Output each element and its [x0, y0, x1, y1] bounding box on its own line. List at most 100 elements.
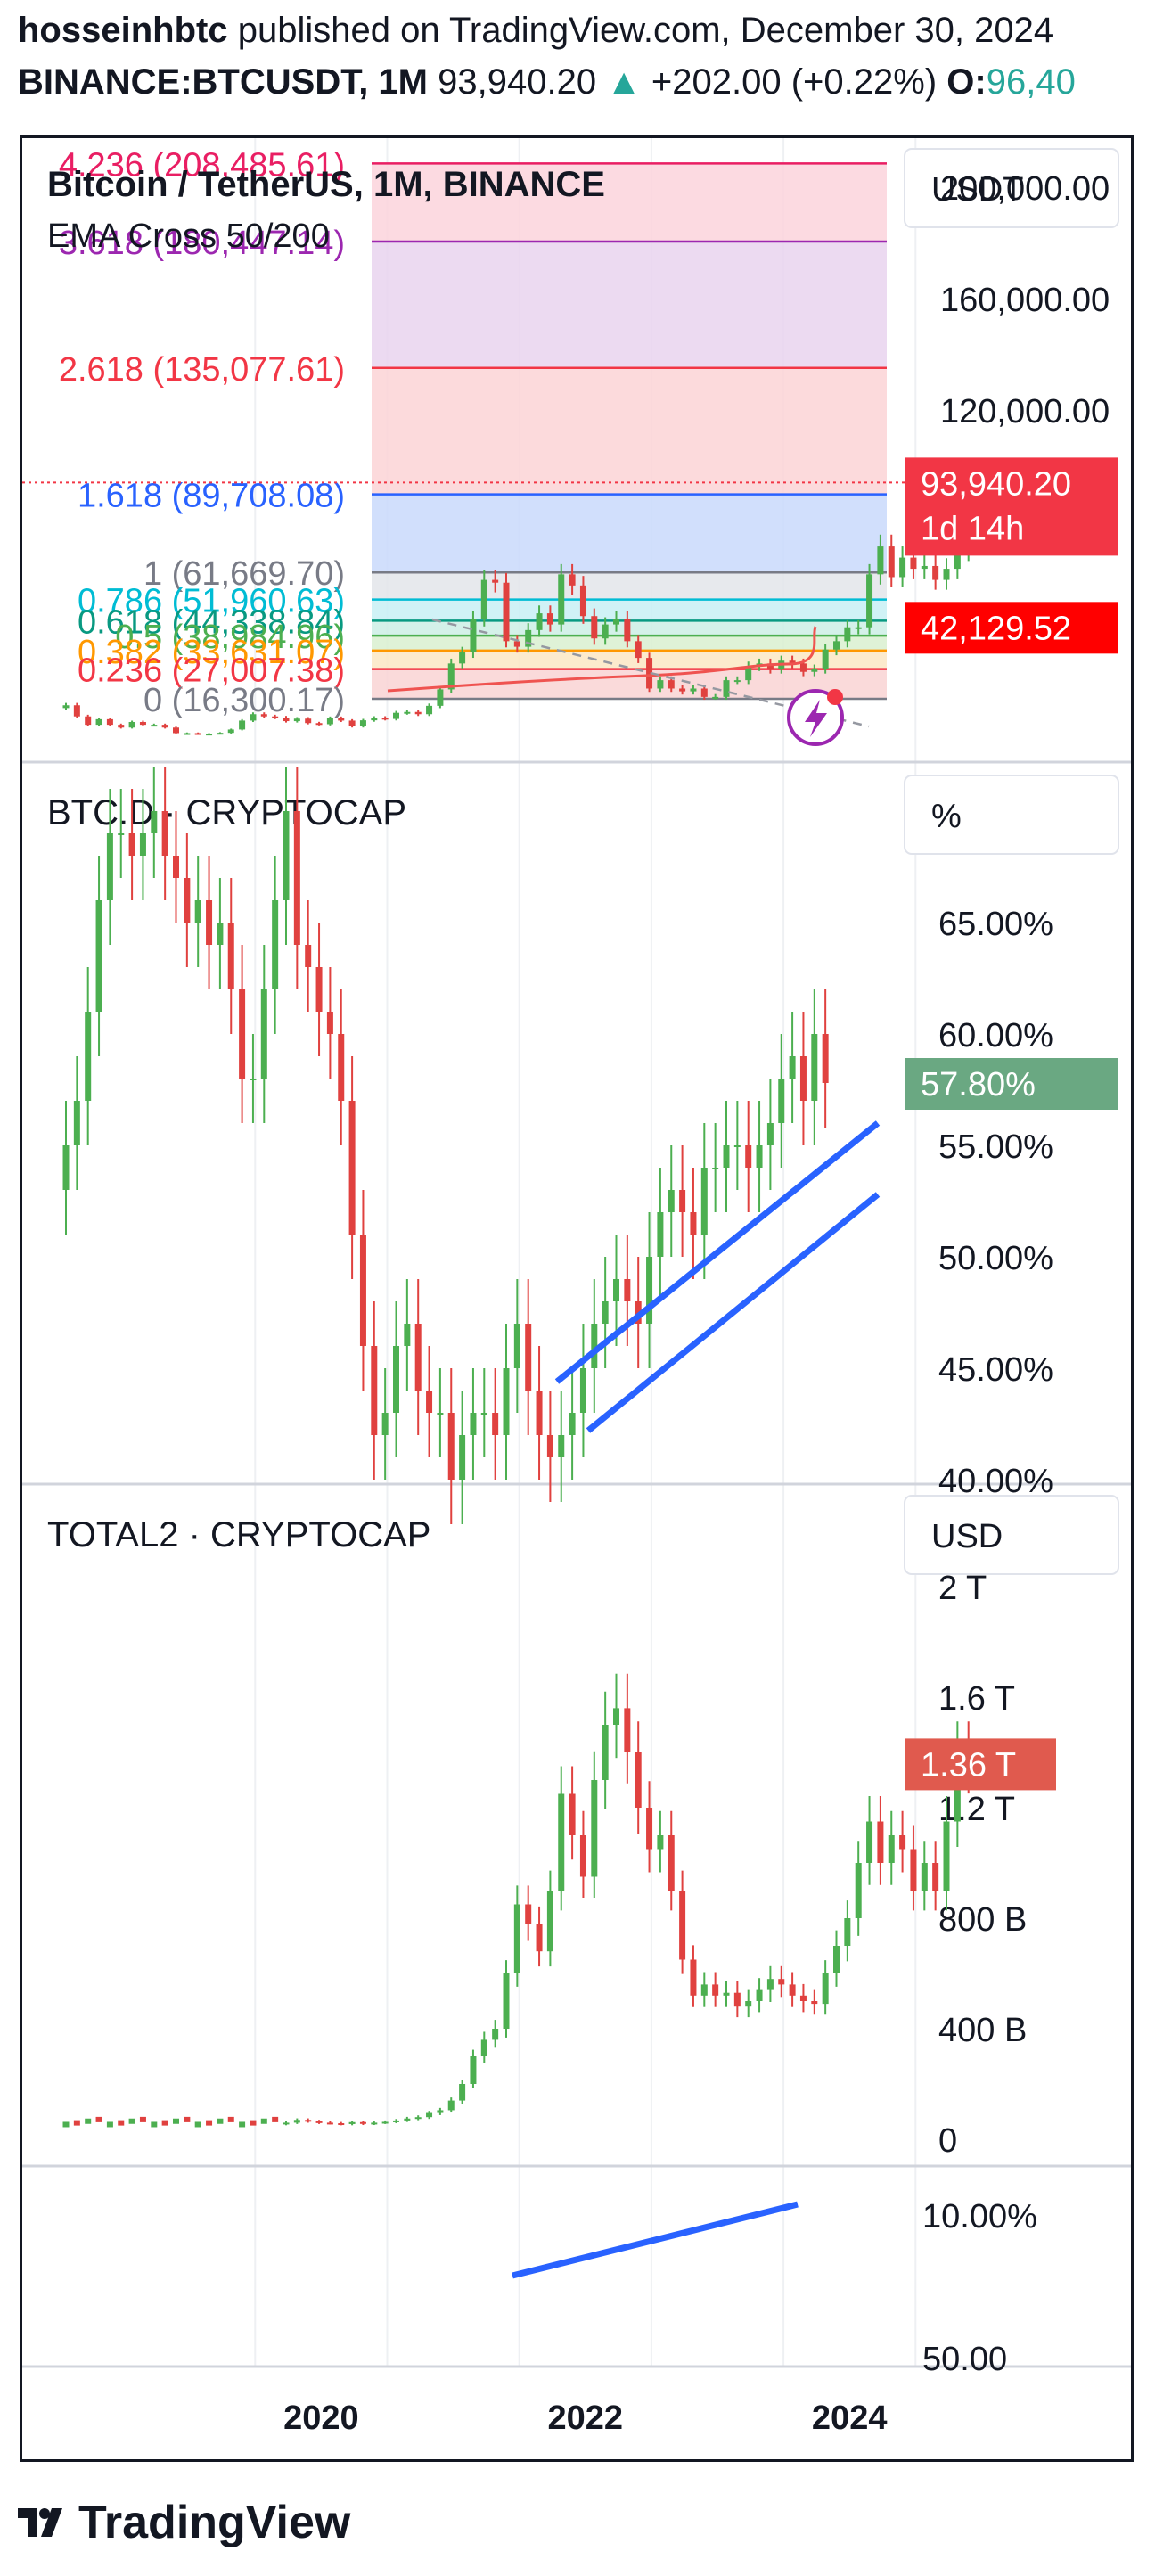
btcd-candle	[525, 1324, 532, 1391]
total2-candle	[326, 2122, 333, 2125]
btcd-title: BTC.D · CRYPTOCAP	[47, 793, 406, 833]
total2-early-candle	[128, 2118, 135, 2124]
price-candle	[227, 729, 234, 734]
fib-label-0.382: 0.382 (33,631.07)	[78, 634, 345, 671]
btcd-candle	[646, 1257, 653, 1324]
price-candle	[745, 666, 752, 681]
total2-candle	[404, 2118, 411, 2121]
btcd-candle	[62, 1145, 70, 1190]
total2-candle	[371, 2122, 378, 2125]
btc-unit-box	[904, 148, 1119, 228]
total2-candle	[579, 1835, 586, 1877]
total2-early-candle	[118, 2120, 125, 2126]
btcd-candle	[546, 1435, 553, 1457]
fib-label-0.5: 0.5 (38,984.96)	[115, 619, 345, 656]
channel-upper-line	[554, 1120, 881, 1384]
price-candle	[613, 619, 619, 625]
total2-early-candle	[272, 2116, 279, 2122]
btcd-candle	[239, 989, 246, 1079]
price-candle	[635, 641, 642, 659]
price-candle	[62, 705, 70, 709]
price-candle	[348, 720, 356, 726]
price-candle	[877, 546, 884, 575]
chart-frame[interactable]: 2020 2022 2024 4.236 (208,485.61) 3.618 (180…	[20, 135, 1134, 2462]
btcd-candle	[822, 1034, 829, 1083]
chart-canvas[interactable]: 2020 2022 2024 4.236 (208,485.61) 3.618 (180…	[22, 138, 1131, 2459]
x-tick-label: 2024	[812, 2400, 888, 2437]
btcd-candle	[657, 1212, 664, 1257]
total2-early-candle	[250, 2120, 257, 2126]
total2-early-candle	[194, 2121, 201, 2128]
total2-candle	[459, 2084, 466, 2101]
total2-early-candle	[95, 2116, 102, 2122]
price-candle	[602, 624, 609, 639]
total2-candle	[480, 2039, 487, 2056]
price-candle	[217, 733, 224, 735]
last-price-label: 93,940.20	[921, 465, 1071, 503]
price-candle	[822, 649, 829, 669]
total2-candle	[899, 1835, 906, 1850]
price-candle	[272, 716, 279, 718]
btcd-candle	[293, 811, 300, 945]
total2-early-candle	[206, 2120, 213, 2126]
last-price-label-bg	[905, 457, 1118, 556]
price-candle	[525, 629, 532, 647]
total2-early-candle	[161, 2120, 168, 2126]
fib-label-1: 1 (61,669.70)	[143, 555, 345, 593]
total2-candle	[712, 1984, 719, 1996]
price-change: +202.00 (+0.22%)	[651, 62, 938, 102]
total2-candle	[338, 2123, 345, 2126]
price-candle	[371, 718, 378, 721]
tradingview-logo[interactable]: TradingView	[18, 2496, 350, 2549]
price-candle	[194, 733, 201, 735]
price-candle	[393, 712, 399, 719]
total2-early-candle	[239, 2121, 246, 2128]
total2-title: TOTAL2 · CRYPTOCAP	[47, 1515, 431, 1555]
fib-label-0: 0 (16,300.17)	[143, 682, 345, 719]
total2-candle	[733, 1992, 741, 2007]
total2-candle	[348, 2121, 356, 2124]
fib-label-4.236: 4.236 (208,485.61)	[59, 146, 345, 184]
btcd-candle	[700, 1168, 708, 1235]
fib-zone-2	[372, 367, 887, 495]
btcd-candle	[227, 923, 234, 989]
pane4-trend-line	[512, 2201, 799, 2279]
price-candle	[888, 546, 895, 578]
price-candle	[855, 627, 862, 629]
total2-candle	[437, 2110, 444, 2113]
btcd-candle	[591, 1324, 598, 1368]
total2-unit-box	[904, 1495, 1119, 1575]
price-candle	[338, 718, 345, 721]
total2-candle	[393, 2120, 399, 2122]
btc-y-tick: 120,000.00	[940, 393, 1110, 431]
ema-value-label: 42,129.52	[921, 610, 1071, 647]
btcd-y-tick: 55.00%	[938, 1128, 1053, 1166]
total2-early-candle	[139, 2116, 146, 2122]
price-candle	[447, 663, 455, 690]
total2-y-tick: 800 B	[938, 1901, 1027, 1939]
total2-y-tick: 400 B	[938, 2012, 1027, 2049]
total2-candle	[503, 1973, 510, 2029]
price-candle	[250, 714, 257, 721]
btcd-last-label: 57.80%	[921, 1066, 1036, 1103]
btcd-candle	[404, 1324, 411, 1346]
btcd-candle	[437, 1413, 444, 1415]
price-candle	[910, 557, 917, 570]
open-label: O:	[946, 62, 987, 102]
total2-candle	[844, 1918, 851, 1946]
price-candle	[260, 714, 267, 717]
channel-lower-line	[586, 1192, 881, 1433]
total2-candle	[932, 1863, 939, 1891]
price-candle	[128, 721, 135, 728]
btcd-candle	[414, 1324, 422, 1391]
total2-candle	[414, 2117, 422, 2120]
total2-candle	[822, 1973, 829, 2005]
price-candle	[118, 725, 125, 728]
price-candle	[569, 574, 576, 586]
author-name[interactable]: hosseinhbtc	[18, 11, 228, 50]
price-candle	[536, 613, 543, 630]
price-candle	[811, 669, 818, 672]
btcd-candle	[393, 1346, 399, 1413]
total2-candle	[766, 1979, 774, 1990]
price-candle	[591, 616, 598, 639]
